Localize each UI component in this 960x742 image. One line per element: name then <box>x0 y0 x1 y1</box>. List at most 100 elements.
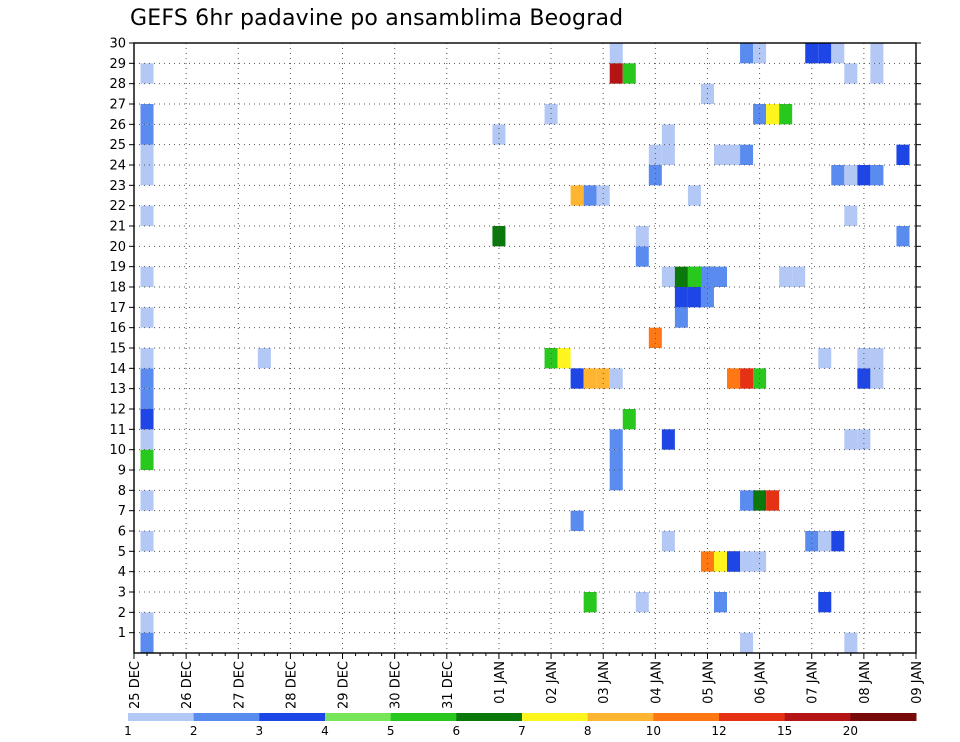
heatmap-cell <box>140 63 154 84</box>
colorbar-label: 7 <box>518 724 526 738</box>
y-tick-label: 14 <box>109 362 126 377</box>
heatmap-cell <box>140 348 154 369</box>
heatmap-cell <box>140 266 154 287</box>
heatmap-cell <box>635 592 649 613</box>
colorbar-label: 5 <box>387 724 395 738</box>
y-tick-label: 9 <box>118 464 126 479</box>
heatmap-cell <box>727 368 741 389</box>
heatmap-cell <box>779 266 793 287</box>
heatmap-cell <box>818 531 832 552</box>
colorbar-label: 3 <box>256 724 264 738</box>
heatmap-cell <box>713 144 728 165</box>
x-tick-label: 03 JAN <box>597 661 612 704</box>
heatmap-cell <box>140 307 154 328</box>
heatmap-cell <box>140 144 154 165</box>
heatmap-cell <box>140 104 154 125</box>
y-tick-label: 28 <box>109 77 126 92</box>
heatmap-cell <box>896 144 910 165</box>
heatmap-cell <box>740 490 754 511</box>
y-tick-label: 30 <box>109 37 126 52</box>
heatmap-cell <box>140 409 154 430</box>
x-tick-label: 08 JAN <box>858 661 873 704</box>
colorbar-label: 6 <box>453 724 461 738</box>
heatmap-cell <box>140 531 154 552</box>
heatmap-cell <box>583 368 597 389</box>
colorbar-swatch <box>456 713 523 721</box>
heatmap-cell <box>818 43 832 64</box>
x-tick-label: 30 DEC <box>389 661 404 709</box>
y-tick-label: 29 <box>109 57 126 72</box>
heatmap-cell <box>648 144 662 165</box>
heatmap-cell <box>570 510 584 531</box>
heatmap-cell <box>870 63 884 84</box>
heatmap-cell <box>557 348 571 369</box>
heatmap-cell <box>779 104 793 125</box>
heatmap-cell <box>687 185 701 206</box>
x-tick-label: 28 DEC <box>284 661 299 709</box>
x-tick-label: 26 DEC <box>180 661 195 709</box>
heatmap-cell <box>870 43 884 64</box>
heatmap-cell <box>140 632 154 653</box>
x-tick-label: 07 JAN <box>806 661 821 704</box>
y-tick-label: 2 <box>118 606 126 621</box>
x-tick-label: 27 DEC <box>232 661 247 709</box>
y-tick-label: 19 <box>109 260 126 275</box>
heatmap-cell <box>844 165 858 186</box>
heatmap-cell <box>870 368 884 389</box>
heatmap-cell <box>857 429 871 450</box>
y-tick-label: 3 <box>118 586 126 601</box>
heatmap-cell <box>844 63 858 84</box>
heatmap-cell <box>870 348 884 369</box>
heatmap-cell <box>570 185 584 206</box>
heatmap-cell <box>609 449 623 470</box>
y-tick-label: 22 <box>109 199 126 214</box>
heatmap-cell <box>140 490 154 511</box>
heatmap-cell <box>713 551 728 572</box>
colorbar-label: 20 <box>843 724 858 738</box>
heatmap-cell <box>674 307 688 328</box>
heatmap-cell <box>635 226 649 247</box>
heatmap-cell <box>609 470 623 491</box>
x-tick-label: 05 JAN <box>701 661 716 704</box>
colorbar-label: 4 <box>321 724 329 738</box>
heatmap-cell <box>674 287 688 308</box>
y-tick-label: 5 <box>118 545 126 560</box>
y-tick-label: 26 <box>109 118 126 133</box>
heatmap-cell <box>870 165 884 186</box>
heatmap-cell <box>687 266 701 287</box>
heatmap-cell <box>740 144 754 165</box>
heatmap-cell <box>596 185 610 206</box>
y-tick-label: 1 <box>118 626 126 641</box>
heatmap-cell <box>831 43 845 64</box>
heatmap-cell <box>140 449 154 470</box>
heatmap-cell <box>753 490 767 511</box>
colorbar-label: 2 <box>190 724 198 738</box>
y-tick-label: 8 <box>118 484 126 499</box>
heatmap-cell <box>609 368 623 389</box>
heatmap-cell <box>661 266 675 287</box>
colorbar-label: 8 <box>584 724 592 738</box>
y-tick-label: 27 <box>109 98 126 113</box>
heatmap-cell <box>766 490 780 511</box>
heatmap-cell <box>609 429 623 450</box>
y-tick-label: 10 <box>109 443 126 458</box>
heatmap-cell <box>740 368 754 389</box>
x-tick-label: 31 DEC <box>441 661 456 709</box>
heatmap-cell <box>635 246 649 267</box>
heatmap-cell <box>700 266 714 287</box>
x-tick-label: 04 JAN <box>649 661 664 704</box>
heatmap-cell <box>622 63 636 84</box>
colorbar-label: 1 <box>124 724 132 738</box>
colorbar-swatch <box>719 713 786 721</box>
colorbar-swatch <box>522 713 589 721</box>
heatmap-cell <box>648 165 662 186</box>
y-tick-label: 15 <box>109 342 126 357</box>
heatmap-cell <box>713 592 728 613</box>
heatmap-cell <box>140 165 154 186</box>
heatmap-cell <box>661 144 675 165</box>
heatmap-cell <box>844 429 858 450</box>
heatmap-cell <box>700 287 714 308</box>
colorbar-swatch <box>587 713 654 721</box>
heatmap-cell <box>753 551 767 572</box>
